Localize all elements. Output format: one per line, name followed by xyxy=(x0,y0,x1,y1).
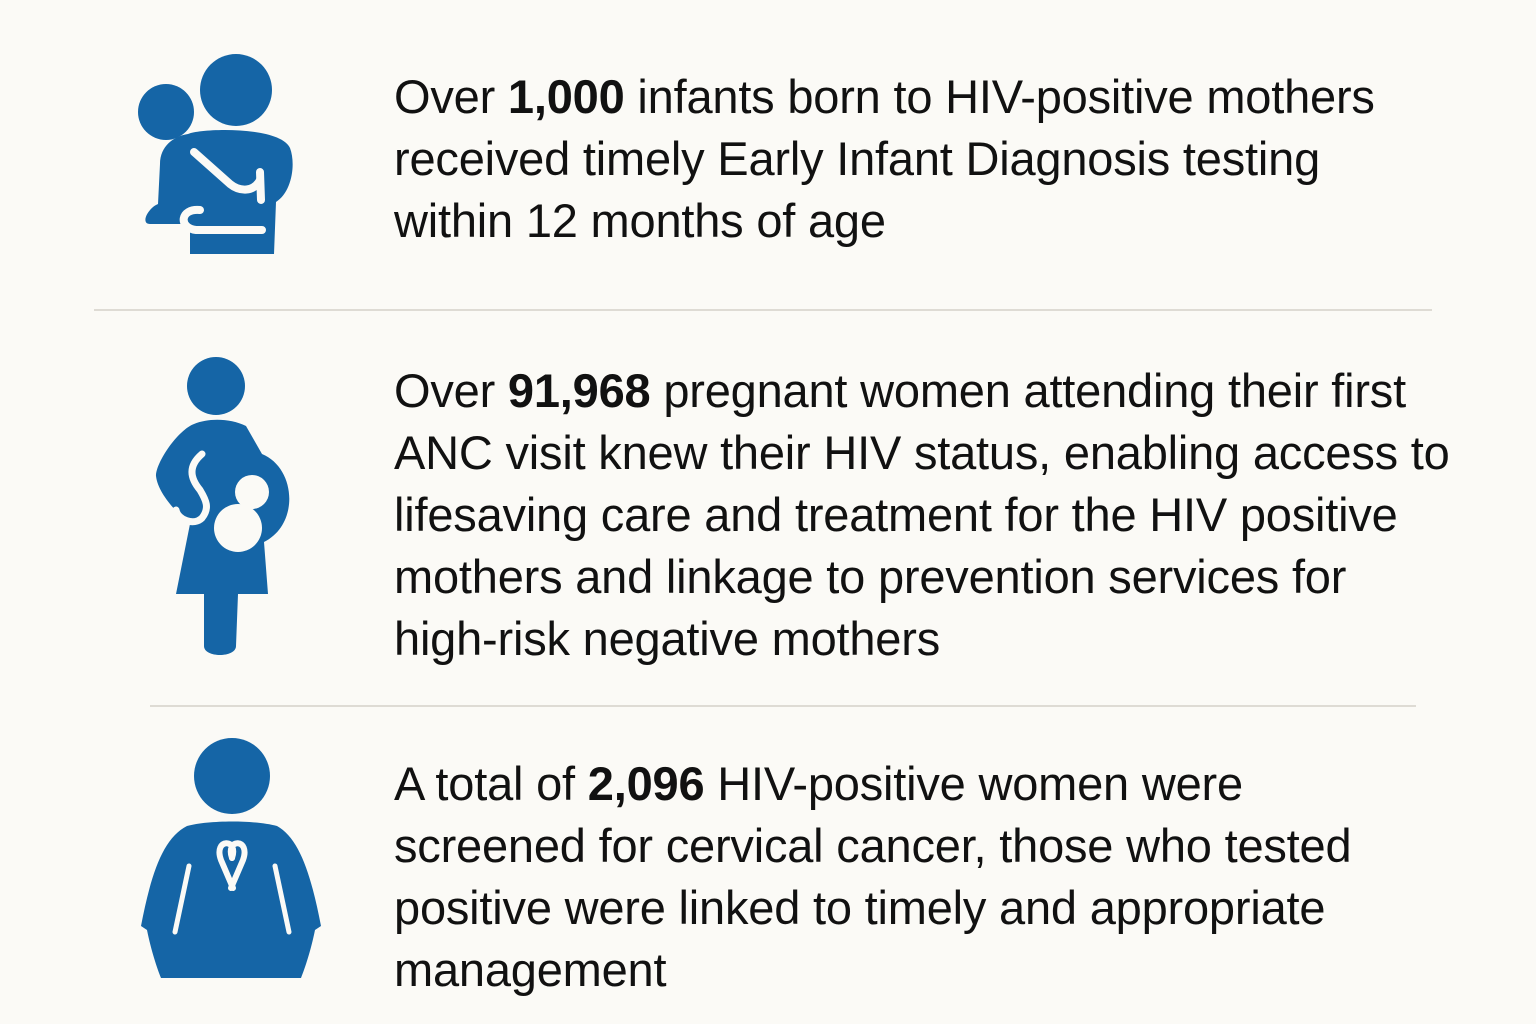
pregnant-woman-icon xyxy=(156,357,290,655)
woman-with-ribbon-icon xyxy=(141,738,321,978)
stat-number: 1,000 xyxy=(507,70,625,123)
stat-number: 91,968 xyxy=(507,364,651,417)
mother-holding-infant-icon xyxy=(138,54,293,254)
stat-text-anc-testing: Over 91,968 pregnant women attending the… xyxy=(394,364,1450,665)
section-divider xyxy=(94,309,1432,311)
stat-number: 2,096 xyxy=(587,757,705,810)
section-divider xyxy=(150,705,1416,707)
stat-text-infant-diagnosis: Over 1,000 infants born to HIV-positive … xyxy=(394,70,1375,247)
stat-text-cervical-screening: A total of 2,096 HIV-positive women were… xyxy=(394,757,1352,996)
